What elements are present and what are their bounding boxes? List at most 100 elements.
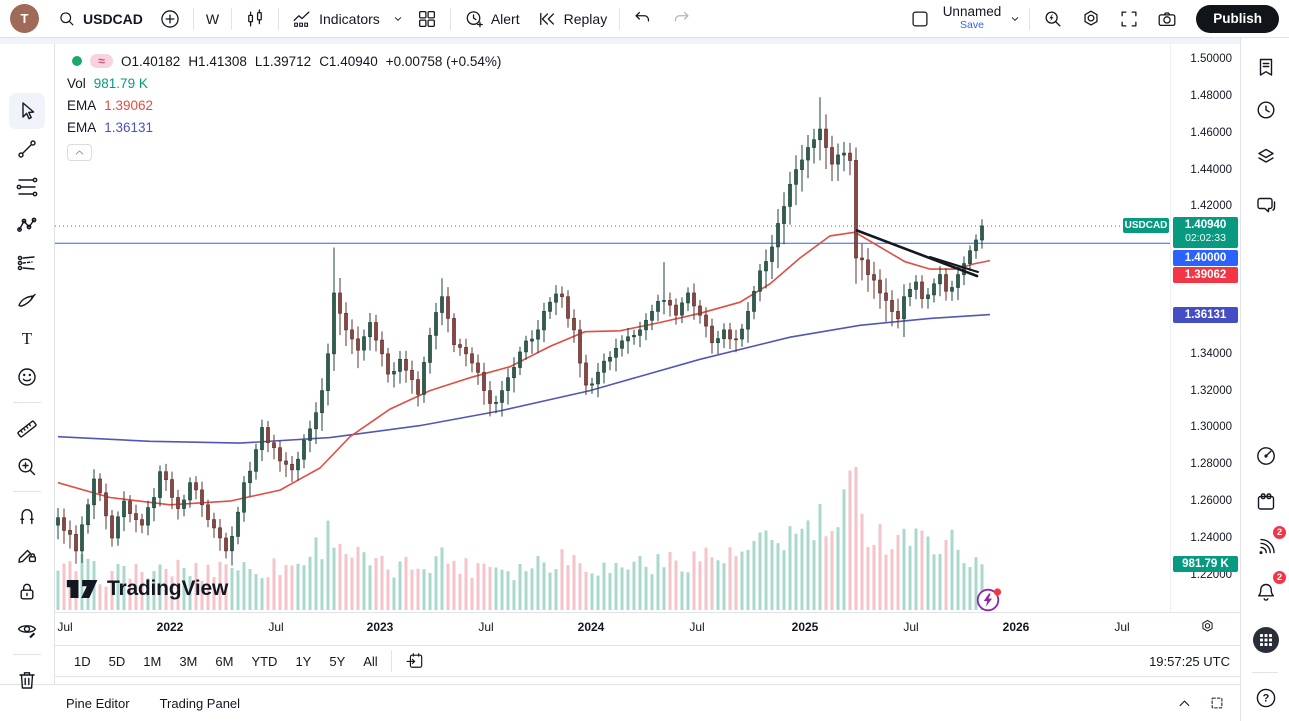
timeframe-6m[interactable]: 6M — [215, 653, 234, 669]
symbol-search-button[interactable]: USDCAD — [49, 4, 151, 34]
tool-lock-all-drawings[interactable] — [9, 574, 45, 610]
go-to-date-button[interactable] — [396, 648, 434, 674]
trading-panel-tab[interactable]: Trading Panel — [159, 695, 241, 711]
calendar-button[interactable] — [1248, 484, 1284, 520]
timeframe-5d[interactable]: 5D — [108, 653, 126, 669]
change-value: +0.00758 (+0.54%) — [385, 53, 502, 69]
indicators-button[interactable]: Indicators — [283, 4, 388, 34]
apps-grid-icon — [1253, 627, 1279, 653]
xabcd-pattern-icon — [17, 217, 37, 232]
tool-brush[interactable] — [9, 283, 45, 319]
trash-icon — [19, 672, 35, 689]
layout-square-icon — [912, 10, 928, 27]
chart-settings-button[interactable] — [1072, 4, 1110, 34]
user-avatar[interactable]: T — [10, 4, 39, 33]
tool-emoji[interactable] — [9, 359, 45, 395]
chart-style-button[interactable] — [236, 4, 274, 34]
price-tick: 1.32000 — [1190, 384, 1232, 397]
tool-measure[interactable] — [9, 411, 45, 447]
apps-menu-button[interactable] — [1248, 622, 1284, 658]
price-tick: 1.42000 — [1190, 200, 1232, 213]
tool-magnet[interactable] — [9, 498, 45, 534]
redo-button[interactable] — [662, 4, 700, 34]
object-tree-button[interactable] — [1248, 139, 1284, 175]
alerts-panel-button[interactable] — [1248, 92, 1284, 128]
fullscreen-button[interactable] — [1110, 4, 1148, 34]
timeframe-1m[interactable]: 1M — [143, 653, 162, 669]
ema-slow-row[interactable]: EMA 1.36131 — [65, 116, 501, 138]
svg-text:T: T — [22, 329, 33, 348]
layers-icon — [1258, 148, 1274, 163]
layout-dropdown[interactable] — [1005, 4, 1025, 34]
tool-text[interactable]: T — [9, 321, 45, 357]
timeframe-1y[interactable]: 1Y — [295, 653, 312, 669]
chevron-down-icon — [394, 16, 401, 21]
ema-slow-label: EMA — [67, 119, 97, 135]
toolbar-separator-strip — [0, 38, 1240, 44]
timeframe-3m[interactable]: 3M — [179, 653, 198, 669]
tool-fib-retracement[interactable] — [9, 169, 45, 205]
watchlist-button[interactable] — [1248, 49, 1284, 85]
maximize-panel-icon[interactable] — [1208, 694, 1226, 712]
scales-settings-gear-icon[interactable] — [1199, 618, 1216, 635]
divider — [231, 7, 233, 30]
price-scale[interactable]: 1.50000 1.48000 1.46000 1.44000 1.42000 1.400… — [1170, 44, 1240, 612]
chart-pane[interactable]: ≈ O1.40182 H1.41308 L1.39712 C1.40940 +0… — [55, 44, 1170, 612]
timeframe-1d[interactable]: 1D — [74, 653, 91, 669]
divider — [449, 7, 451, 30]
ema-slow-price-label: 1.36131 — [1173, 306, 1238, 323]
go-to-date-icon — [406, 653, 422, 668]
ohlc-row[interactable]: ≈ O1.40182 H1.41308 L1.39712 C1.40940 +0… — [65, 50, 501, 72]
tool-xabcd-pattern[interactable] — [9, 207, 45, 243]
current-time-utc[interactable]: 19:57:25 UTC — [1149, 653, 1230, 669]
help-button[interactable]: ? — [1248, 680, 1284, 716]
timeframe-all[interactable]: All — [363, 653, 378, 669]
compare-add-symbol-button[interactable] — [151, 4, 189, 34]
indicators-templates-dropdown[interactable] — [388, 4, 408, 34]
timeframe-toolbar: 1D 5D 1M 3M 6M YTD 1Y 5Y All 19:57:25 UTC — [55, 645, 1240, 677]
ideas-stream-button[interactable]: 2 — [1248, 525, 1287, 565]
snapshot-button[interactable] — [1148, 4, 1186, 34]
tool-cursor[interactable] — [9, 93, 45, 129]
tool-trend-line[interactable] — [9, 131, 45, 167]
layout-name-button[interactable]: Unnamed Save — [939, 4, 1006, 32]
timeframe-5y[interactable]: 5Y — [329, 653, 346, 669]
price-tick: 1.26000 — [1190, 495, 1232, 508]
timeframe-ytd[interactable]: YTD — [251, 653, 278, 669]
camera-icon — [1158, 11, 1176, 26]
events-lightning-icon[interactable] — [975, 586, 1005, 614]
volume-row[interactable]: Vol 981.79 K — [65, 72, 501, 94]
tool-remove-objects[interactable] — [9, 662, 45, 698]
save-link[interactable]: Save — [959, 19, 984, 32]
pine-editor-tab[interactable]: Pine Editor — [66, 695, 130, 711]
replay-button[interactable]: Replay — [528, 4, 616, 34]
undo-button[interactable] — [624, 4, 662, 34]
redo-icon — [675, 11, 689, 21]
tool-forecast[interactable] — [9, 245, 45, 281]
expand-panel-chevron-icon[interactable] — [1175, 694, 1194, 713]
chat-button[interactable] — [1248, 187, 1284, 223]
multichart-layout-button[interactable] — [408, 4, 446, 34]
eye-icon — [17, 625, 37, 639]
ema-fast-row[interactable]: EMA 1.39062 — [65, 94, 501, 116]
create-alert-button[interactable]: Alert — [455, 4, 528, 34]
tool-hide-drawings[interactable] — [9, 612, 45, 648]
grid-layout-icon — [418, 10, 435, 27]
divider — [390, 650, 392, 672]
indicators-icon — [293, 10, 310, 27]
divider — [278, 7, 280, 30]
interval-button[interactable]: W — [198, 4, 227, 34]
tool-zoom-in[interactable] — [9, 449, 45, 485]
quick-search-button[interactable] — [1034, 4, 1072, 34]
notifications-button[interactable]: 2 — [1248, 570, 1287, 610]
tool-drawing-mode[interactable] — [9, 536, 45, 572]
screener-button[interactable] — [1248, 438, 1284, 474]
save-layout-button[interactable] — [901, 4, 939, 34]
forecast-icon — [17, 255, 35, 271]
time-axis[interactable]: Jul 2022 Jul 2023 Jul 2024 Jul 2025 Jul 2026 Jul — [55, 612, 1240, 645]
chat-icon — [1257, 197, 1276, 213]
alert-clock-icon — [466, 10, 483, 27]
price-tick: 1.46000 — [1190, 126, 1232, 139]
legend-collapse-button[interactable] — [67, 144, 92, 161]
publish-button[interactable]: Publish — [1196, 4, 1279, 33]
